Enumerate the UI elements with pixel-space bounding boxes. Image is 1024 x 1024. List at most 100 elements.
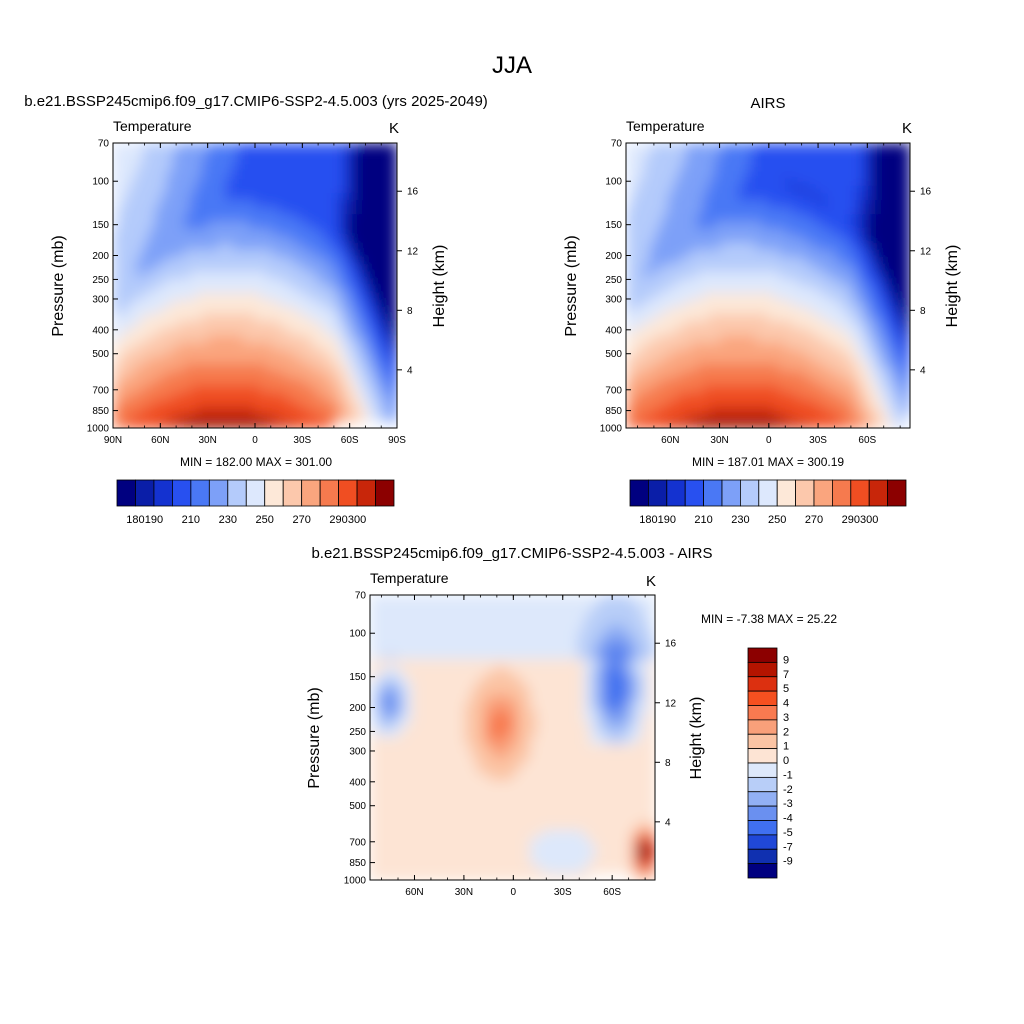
y-right-tick-label: 8 [665,758,671,769]
units-label: K [646,573,656,590]
colorbar-label: 300 [860,514,878,526]
x-tick-label: 0 [511,887,517,898]
units-label: K [902,120,912,137]
panel-title: AIRS [750,95,785,112]
colorbar-box [868,479,889,507]
y-tick-label: 850 [92,406,109,417]
y-right-tick-label: 16 [920,187,932,198]
y-right-tick-label: 4 [920,365,926,376]
colorbar-box [208,479,229,507]
left-label: Temperature [626,118,705,134]
colorbar-label: 250 [256,514,274,526]
colorbar-box [747,820,778,836]
panel-difference: b.e21.BSSP245cmip6.f09_g17.CMIP6-SSP2-4.… [306,545,837,898]
y-tick-label: 250 [92,275,109,286]
colorbar-label: -9 [783,856,793,868]
colorbar-box [747,690,778,706]
x-tick-label: 60N [405,887,423,898]
x-tick-label: 60S [341,435,359,446]
colorbar-box [740,479,760,507]
x-tick-label: 30S [809,435,827,446]
colorbar-label: -4 [783,813,793,825]
y-axis-right-label: Height (km) [944,245,961,328]
y-tick-label: 850 [605,406,622,417]
colorbar-box [747,776,778,793]
y-tick-label: 70 [355,591,367,602]
temperature-field [626,143,910,428]
colorbar-label: -3 [783,798,793,810]
colorbar-box [747,676,778,692]
y-tick-label: 200 [92,251,109,262]
min-max-label: MIN = -7.38 MAX = 25.22 [701,612,837,626]
colorbar: 180 190 210 230 250 270 290 300 [116,479,395,526]
y-tick-label: 150 [605,220,622,231]
colorbar-box [747,647,778,663]
y-tick-label: 700 [605,385,622,396]
y-tick-label: 200 [605,251,622,262]
y-tick-label: 1000 [600,424,623,435]
axes: 90N 60N 30N 0 30S 60S 90S 70 100 150 200 250 300 400 5… [87,139,419,447]
colorbar-label: 7 [783,669,789,681]
x-tick-label: 60S [858,435,876,446]
y-right-tick-label: 8 [407,306,413,317]
colorbar-box [721,479,741,507]
y-tick-label: 400 [92,325,109,336]
colorbar-label: 9 [783,654,789,666]
left-label: Temperature [370,570,449,586]
colorbar-label: 250 [768,514,786,526]
colorbar-box [666,479,686,507]
colorbar: 9 7 5 4 3 2 1 0 -1 -2 -3 -4 -5 -7 -9 [747,647,793,879]
min-max-label: MIN = 182.00 MAX = 301.00 [180,455,332,469]
plot-frame [625,142,911,429]
colorbar-box [171,479,192,507]
colorbar-box [776,479,797,507]
colorbar-label: -1 [783,769,793,781]
colorbar-box [747,805,778,821]
colorbar-box [758,479,778,507]
colorbar-label: 290 [329,514,347,526]
colorbar-label: 230 [219,514,237,526]
colorbar-box [684,479,705,507]
units-label: K [389,120,399,137]
y-right-tick-label: 12 [407,246,419,257]
y-tick-label: 700 [92,385,109,396]
colorbar-box [795,479,815,507]
colorbar-label: 1 [783,741,789,753]
y-tick-label: 70 [98,139,110,150]
page-title: JJA [492,52,532,79]
y-tick-label: 100 [605,177,622,188]
colorbar-label: 3 [783,712,789,724]
colorbar: 180 190 210 230 250 270 290 300 [629,479,907,526]
colorbar-box [319,479,339,507]
x-tick-label: 90N [104,435,122,446]
y-tick-label: 100 [92,177,109,188]
y-tick-label: 500 [349,801,366,812]
temperature-field [113,143,397,428]
y-axis-label: Pressure (mb) [563,235,580,336]
colorbar-label: 180 [639,514,657,526]
y-tick-label: 400 [349,777,366,788]
colorbar-box [629,479,649,507]
x-tick-label: 30S [554,887,572,898]
colorbar-label: -7 [783,841,793,853]
y-axis-label: Pressure (mb) [50,235,67,336]
panel-title: b.e21.BSSP245cmip6.f09_g17.CMIP6-SSP2-4.… [24,93,488,110]
colorbar-box [301,479,321,507]
colorbar-label: 2 [783,726,789,738]
difference-field [370,595,655,880]
colorbar-box [747,733,778,750]
y-tick-label: 150 [349,672,366,683]
colorbar-label: 270 [292,514,310,526]
colorbar-box [747,661,778,678]
colorbar-label: 290 [842,514,860,526]
colorbar-box [747,748,778,764]
y-tick-label: 250 [349,727,366,738]
colorbar-box [832,479,852,507]
x-tick-label: 30N [710,435,728,446]
colorbar-label: 4 [783,698,789,710]
colorbar-box [747,762,778,778]
colorbar-box [747,834,778,850]
colorbar-label: 210 [694,514,712,526]
colorbar-box [703,479,723,507]
